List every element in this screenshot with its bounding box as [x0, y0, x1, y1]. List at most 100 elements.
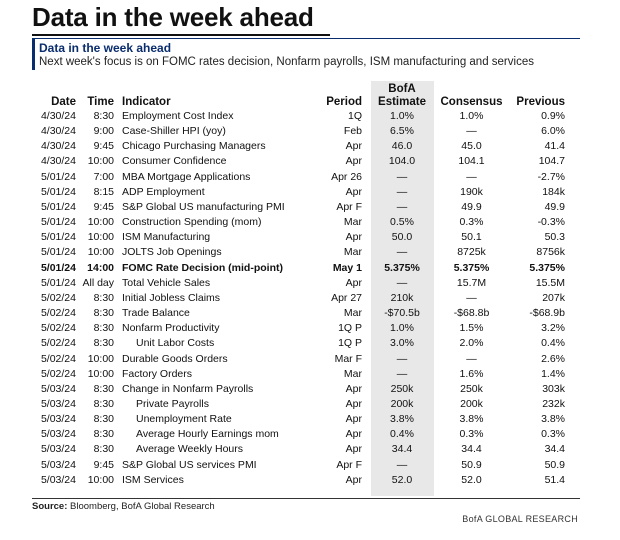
source-note: Source: Bloomberg, BofA Global Research — [32, 501, 215, 512]
cell-consensus: 5.375% — [453, 261, 490, 274]
table-row: 5/02/24 8:30 Nonfarm Productivity 1Q P 1.0% 1… — [32, 321, 579, 336]
cell-consensus: 50.9 — [461, 458, 482, 471]
cell-period: Apr — [345, 397, 362, 410]
header-period: Period — [326, 96, 362, 108]
cell-bofa-estimate: 5.375% — [384, 261, 420, 274]
cell-time: 8:30 — [93, 337, 114, 350]
table-row: 5/03/24 9:45 S&P Global US services PMI Apr… — [32, 458, 579, 473]
cell-indicator: Construction Spending (mom) — [122, 216, 262, 229]
cell-consensus: 0.3% — [459, 428, 484, 441]
table-row: 5/03/24 8:30 Unemployment Rate Apr 3.8% 3.8% 3… — [32, 412, 579, 427]
cell-time: 8:30 — [93, 291, 114, 304]
cell-previous: 104.7 — [538, 155, 565, 168]
cell-previous: 5.375% — [529, 261, 565, 274]
cell-time: 10:00 — [87, 473, 114, 486]
cell-previous: 303k — [542, 382, 565, 395]
cell-date: 5/03/24 — [40, 458, 76, 471]
cell-indicator: Initial Jobless Claims — [122, 291, 221, 304]
footer-rule — [32, 498, 580, 499]
cell-time: 8:30 — [93, 307, 114, 320]
table-row: 4/30/24 9:45 Chicago Purchasing Managers Ap… — [32, 139, 579, 154]
cell-consensus: 104.1 — [458, 155, 485, 168]
table-row: 5/01/24 14:00 FOMC Rate Decision (mid-poin… — [32, 261, 579, 276]
cell-date: 5/01/24 — [40, 200, 76, 213]
cell-time: 14:00 — [87, 261, 114, 274]
cell-bofa-estimate: — — [396, 352, 408, 365]
cell-previous: 207k — [542, 291, 565, 304]
cell-indicator: Unemployment Rate — [136, 413, 232, 426]
cell-indicator: Employment Cost Index — [122, 110, 234, 122]
cell-period: Apr — [345, 155, 362, 168]
data-panel: Data in the week ahead Next week's focus… — [32, 38, 580, 533]
cell-period: Mar — [343, 307, 362, 320]
cell-period: Apr — [345, 276, 362, 289]
table-row: 5/02/24 8:30 Initial Jobless Claims Apr 27 2… — [32, 291, 579, 306]
cell-indicator: Nonfarm Productivity — [122, 322, 220, 335]
cell-period: Apr — [345, 428, 362, 441]
cell-date: 5/02/24 — [40, 337, 76, 350]
cell-consensus: 8725k — [457, 246, 486, 259]
cell-indicator: Chicago Purchasing Managers — [122, 140, 266, 153]
cell-time: 9:45 — [93, 200, 114, 213]
cell-date: 5/02/24 — [40, 352, 76, 365]
cell-date: 5/03/24 — [40, 443, 76, 456]
cell-previous: 3.2% — [541, 322, 565, 335]
cell-consensus: 1.0% — [459, 110, 484, 122]
cell-previous: 34.4 — [544, 443, 565, 456]
cell-indicator: JOLTS Job Openings — [122, 246, 222, 259]
cell-previous: 0.9% — [541, 110, 565, 122]
table-row: 5/02/24 10:00 Factory Orders Mar — 1.6% 1.4% — [32, 367, 579, 382]
cell-period: Mar — [343, 367, 362, 380]
header-bofa-estimate-line2: Estimate — [378, 96, 426, 108]
table-row: 4/30/24 8:30 Employment Cost Index 1Q 1.0% 1.… — [32, 109, 579, 124]
cell-previous: -2.7% — [537, 170, 565, 183]
cell-consensus: — — [466, 291, 477, 304]
header-bofa-estimate: BofA Estimate — [368, 82, 436, 109]
cell-date: 5/03/24 — [40, 428, 76, 441]
cell-bofa-estimate: 0.4% — [390, 428, 414, 441]
cell-bofa-estimate: 200k — [390, 397, 414, 410]
cell-date: 4/30/24 — [40, 125, 76, 138]
header-bofa-estimate-line1: BofA — [388, 83, 416, 95]
cell-previous: 49.9 — [544, 200, 565, 213]
cell-previous: -0.3% — [537, 216, 565, 229]
cell-previous: 41.4 — [544, 140, 565, 153]
table-row: 5/01/24 10:00 JOLTS Job Openings Mar — 8725k 8… — [32, 245, 579, 260]
cell-previous: 1.4% — [541, 367, 565, 380]
table-row: 5/03/24 8:30 Private Payrolls Apr 200k 200k 23… — [32, 397, 579, 412]
table-row: 5/03/24 8:30 Average Weekly Hours Apr 34.4 34… — [32, 442, 579, 457]
cell-consensus: 50.1 — [461, 231, 482, 244]
cell-consensus: 45.0 — [461, 140, 482, 153]
cell-date: 4/30/24 — [40, 155, 76, 168]
table-row: 4/30/24 10:00 Consumer Confidence Apr 104.0 1… — [32, 154, 579, 169]
cell-date: 5/01/24 — [40, 231, 76, 244]
cell-indicator: Average Weekly Hours — [136, 443, 243, 456]
cell-consensus: -$68.8b — [453, 307, 490, 320]
cell-bofa-estimate: 52.0 — [391, 473, 413, 486]
cell-bofa-estimate: — — [396, 170, 408, 183]
cell-bofa-estimate: — — [396, 367, 408, 380]
cell-date: 5/01/24 — [40, 261, 76, 274]
cell-previous: -$68.9b — [529, 307, 565, 320]
cell-period: Apr — [345, 473, 362, 486]
cell-date: 5/01/24 — [40, 185, 76, 198]
cell-bofa-estimate: 0.5% — [390, 216, 414, 229]
cell-bofa-estimate: 46.0 — [391, 140, 413, 153]
header-previous: Previous — [516, 96, 565, 108]
cell-time: 9:00 — [93, 125, 114, 138]
cell-period: Apr F — [336, 458, 362, 471]
cell-period: May 1 — [332, 261, 362, 274]
cell-date: 5/01/24 — [40, 246, 76, 259]
table-row: 5/01/24 All day Total Vehicle Sales Apr — 15.… — [32, 276, 579, 291]
cell-previous: 6.0% — [541, 125, 565, 138]
table-row: 5/01/24 7:00 MBA Mortgage Applications Apr … — [32, 170, 579, 185]
cell-time: 9:45 — [93, 140, 114, 153]
table-row: 4/30/24 9:00 Case-Shiller HPI (yoy) Feb 6.5%… — [32, 124, 579, 139]
cell-previous: 51.4 — [544, 473, 565, 486]
cell-time: 10:00 — [87, 155, 114, 168]
cell-previous: 2.6% — [541, 352, 565, 365]
table-row: 5/03/24 8:30 Average Hourly Earnings mom Ap… — [32, 427, 579, 442]
cell-date: 4/30/24 — [40, 110, 76, 122]
cell-bofa-estimate: — — [396, 200, 408, 213]
cell-consensus: 250k — [460, 382, 483, 395]
